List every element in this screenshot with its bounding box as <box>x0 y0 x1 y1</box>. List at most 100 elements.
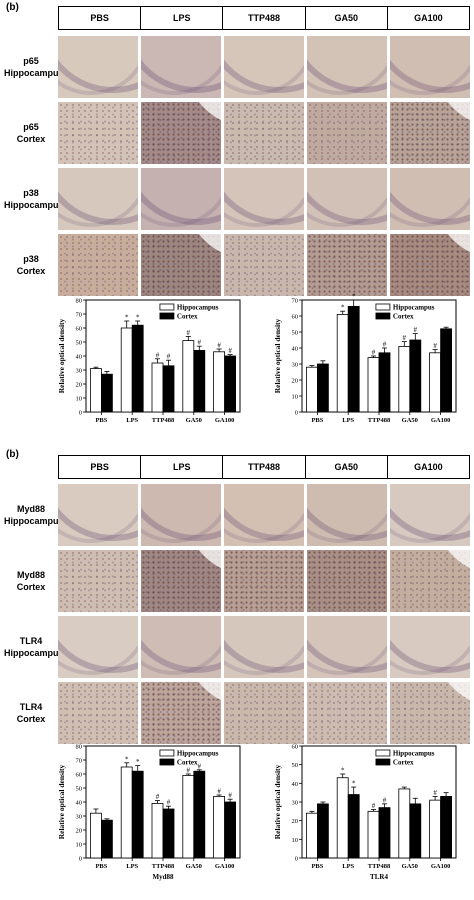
y-tick-label: 40 <box>292 781 299 788</box>
legend-swatch-hippocampus <box>159 303 175 311</box>
legend-swatch-hippocampus <box>375 303 391 311</box>
bar-hippocampus-ga50 <box>182 775 195 859</box>
x-tick-label-ga50: GA50 <box>186 863 202 870</box>
significance-mark: # <box>383 796 387 804</box>
tissue-edge <box>436 682 470 706</box>
legend-label-hippocampus: Hippocampus <box>177 750 219 758</box>
column-header-pbs: PBS <box>90 13 109 23</box>
row-label-line2: Hippocampus <box>4 648 64 658</box>
y-tick-label: 10 <box>292 394 299 401</box>
cell-layer-band <box>224 484 304 543</box>
significance-mark: * <box>341 304 345 312</box>
bar-hippocampus-pbs <box>306 366 318 413</box>
legend-swatch-hippocampus <box>375 749 391 757</box>
micrograph-tlr4-hippocampus-ga100 <box>390 616 470 678</box>
bar-hippocampus-ttp488 <box>367 810 380 859</box>
tissue-edge <box>187 550 221 574</box>
significance-mark: * <box>136 314 140 322</box>
bar-cortex-lps <box>131 770 144 859</box>
y-axis-label: Relative optical density <box>273 764 282 839</box>
bar-chart-p38: 0 10 20 30 40 50 60 70 Relative optical density P… <box>272 293 462 438</box>
y-tick-label: 60 <box>76 326 83 333</box>
micrograph-tlr4-cortex-ttp488 <box>224 682 304 744</box>
y-tick-label: 30 <box>292 362 299 369</box>
y-tick-label: 20 <box>76 828 83 835</box>
x-tick-label-ga50: GA50 <box>186 417 202 424</box>
bar-cortex-pbs <box>317 363 329 413</box>
micrograph-p65-hippocampus-ttp488 <box>224 36 304 98</box>
cell-layer-band <box>141 168 221 227</box>
x-tick-label-ttp488: TTP488 <box>368 863 391 870</box>
micrograph-myd88-hippocampus-pbs <box>58 484 138 546</box>
micrograph-myd88-cortex-pbs <box>58 550 138 612</box>
micrograph-p38-hippocampus-ga50 <box>307 168 387 230</box>
y-tick-label: 0 <box>295 410 298 417</box>
x-tick-label-ga100: GA100 <box>215 417 235 424</box>
row-label: Myd88 Cortex <box>4 569 58 593</box>
cell-layer-band <box>141 484 221 543</box>
y-tick-label: 30 <box>76 368 83 375</box>
x-tick-label-ttp488: TTP488 <box>152 417 175 424</box>
micrograph-p38-hippocampus-lps <box>141 168 221 230</box>
significance-mark: # <box>198 339 202 347</box>
column-header-lps: LPS <box>140 7 222 29</box>
cell-layer-band <box>307 168 387 227</box>
y-tick-label: 40 <box>292 346 299 353</box>
y-tick-label: 40 <box>76 354 83 361</box>
micrograph-p65-cortex-ga100 <box>390 102 470 164</box>
column-header-top: PBS LPS TTP488 GA50 GA100 <box>58 6 470 30</box>
chart-svg: 0 10 20 30 40 50 60 70 Relative optical density P… <box>273 293 457 424</box>
row-label-line1: TLR4 <box>19 702 43 712</box>
micrograph-p65-hippocampus-pbs <box>58 36 138 98</box>
bar-hippocampus-pbs <box>306 812 318 859</box>
y-axis-label: Relative optical density <box>273 318 282 393</box>
x-tick-label-pbs: PBS <box>311 417 323 424</box>
column-header-ga50: GA50 <box>304 7 387 29</box>
y-tick-label: 20 <box>292 818 299 825</box>
x-tick-label-ga50: GA50 <box>402 417 418 424</box>
y-tick-label: 70 <box>76 758 83 765</box>
bar-hippocampus-pbs <box>90 368 102 413</box>
chart-svg: 0 10 20 30 40 50 60 70 80 Relative optical densit… <box>57 298 241 424</box>
significance-mark: # <box>383 341 387 349</box>
micrograph-myd88-cortex-lps <box>141 550 221 612</box>
micrograph-tlr4-hippocampus-ga50 <box>307 616 387 678</box>
y-tick-label: 50 <box>292 762 299 769</box>
bar-hippocampus-ga50 <box>182 340 195 413</box>
bar-hippocampus-ga100 <box>213 796 226 859</box>
row-label-line1: p38 <box>23 188 39 198</box>
y-tick-label: 70 <box>292 298 299 305</box>
row-label: p38 Hippocampus <box>4 187 64 211</box>
cell-layer-band <box>58 484 138 543</box>
significance-mark: # <box>187 329 191 337</box>
cell-layer-band <box>141 36 221 95</box>
row-label: TLR4 Cortex <box>4 701 58 725</box>
micrograph-row-myd88-cortex: Myd88 Cortex <box>0 550 474 612</box>
y-tick-label: 60 <box>292 744 299 751</box>
micrograph-p38-hippocampus-pbs <box>58 168 138 230</box>
micrograph-p38-cortex-pbs <box>58 234 138 296</box>
x-tick-label-pbs: PBS <box>95 417 107 424</box>
column-header-ga100: GA100 <box>386 7 469 29</box>
micrograph-p65-cortex-ga50 <box>307 102 387 164</box>
row-label-line2: Cortex <box>16 266 46 276</box>
x-axis-label: Myd88 <box>153 873 175 881</box>
significance-mark: * <box>136 758 140 766</box>
y-tick-label: 30 <box>292 800 299 807</box>
bar-cortex-lps <box>131 324 144 413</box>
legend-label-cortex: Cortex <box>393 313 414 321</box>
micrograph-tlr4-hippocampus-ttp488 <box>224 616 304 678</box>
bar-cortex-ga50 <box>193 770 206 859</box>
significance-mark: # <box>414 326 418 334</box>
legend-swatch-cortex <box>159 758 175 766</box>
significance-mark: # <box>433 342 437 350</box>
bar-cortex-ga100 <box>440 796 453 859</box>
bar-cortex-ga50 <box>409 339 422 413</box>
tissue-edge <box>187 682 221 706</box>
micrograph-p65-hippocampus-lps <box>141 36 221 98</box>
y-tick-label: 50 <box>292 330 299 337</box>
chart-svg: 0 10 20 30 40 50 60 70 80 Relative optical densit… <box>57 744 241 881</box>
cell-layer-band <box>224 36 304 95</box>
bar-cortex-pbs <box>317 803 329 859</box>
micrograph-myd88-hippocampus-ga100 <box>390 484 470 546</box>
